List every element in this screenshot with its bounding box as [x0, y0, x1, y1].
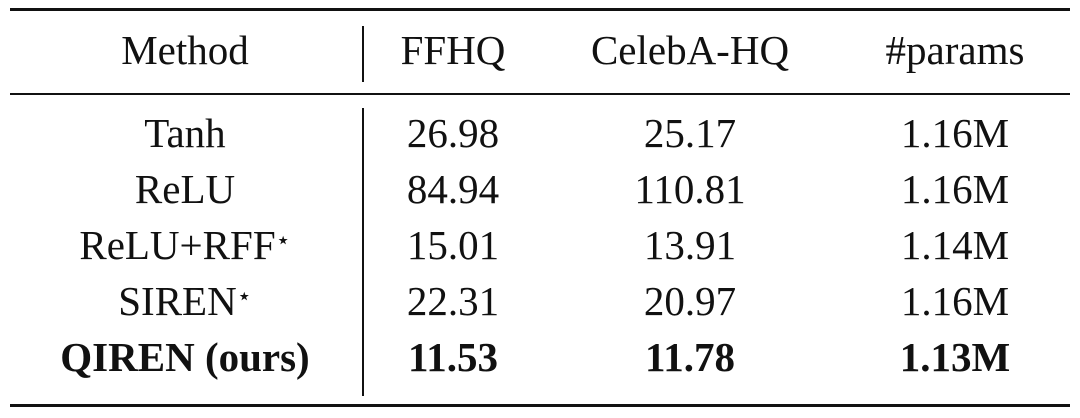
- value-cell: 1.16M: [900, 110, 1010, 156]
- method-name: QIREN (ours): [60, 334, 310, 380]
- method-marker: ⋆: [236, 284, 252, 310]
- method-cell: ReLU+RFF⋆: [79, 220, 290, 270]
- method-marker: ⋆: [275, 228, 291, 254]
- mid-rule: [10, 93, 1070, 95]
- value-cell: 15.01: [406, 222, 500, 268]
- body-divider: [362, 108, 364, 396]
- value-cell: 20.97: [643, 278, 737, 324]
- column-header: FFHQ: [400, 27, 506, 73]
- value-cell: 1.16M: [900, 278, 1010, 324]
- value-cell: 11.78: [645, 334, 735, 380]
- value-cell: 26.98: [406, 110, 500, 156]
- column-header: #params: [885, 27, 1025, 73]
- value-cell: 11.53: [408, 334, 498, 380]
- value-cell: 1.13M: [899, 334, 1011, 380]
- method-cell: SIREN⋆: [118, 276, 252, 326]
- value-cell: 13.91: [643, 222, 737, 268]
- method-name: SIREN: [118, 278, 237, 324]
- value-cell: 84.94: [406, 166, 500, 212]
- column-header: Method: [121, 27, 249, 73]
- value-cell: 22.31: [406, 278, 500, 324]
- value-cell: 25.17: [643, 110, 737, 156]
- header-divider: [362, 26, 364, 82]
- method-name: Tanh: [144, 110, 226, 156]
- method-name: ReLU+RFF: [79, 222, 276, 268]
- value-cell: 110.81: [634, 166, 746, 212]
- value-cell: 1.16M: [900, 166, 1010, 212]
- bottom-rule: [10, 404, 1070, 407]
- method-cell: ReLU: [135, 164, 235, 214]
- method-cell: QIREN (ours): [60, 332, 309, 382]
- method-cell: Tanh: [144, 108, 225, 158]
- method-name: ReLU: [134, 166, 236, 212]
- top-rule: [10, 8, 1070, 11]
- value-cell: 1.14M: [900, 222, 1010, 268]
- column-header: CelebA-HQ: [590, 27, 790, 73]
